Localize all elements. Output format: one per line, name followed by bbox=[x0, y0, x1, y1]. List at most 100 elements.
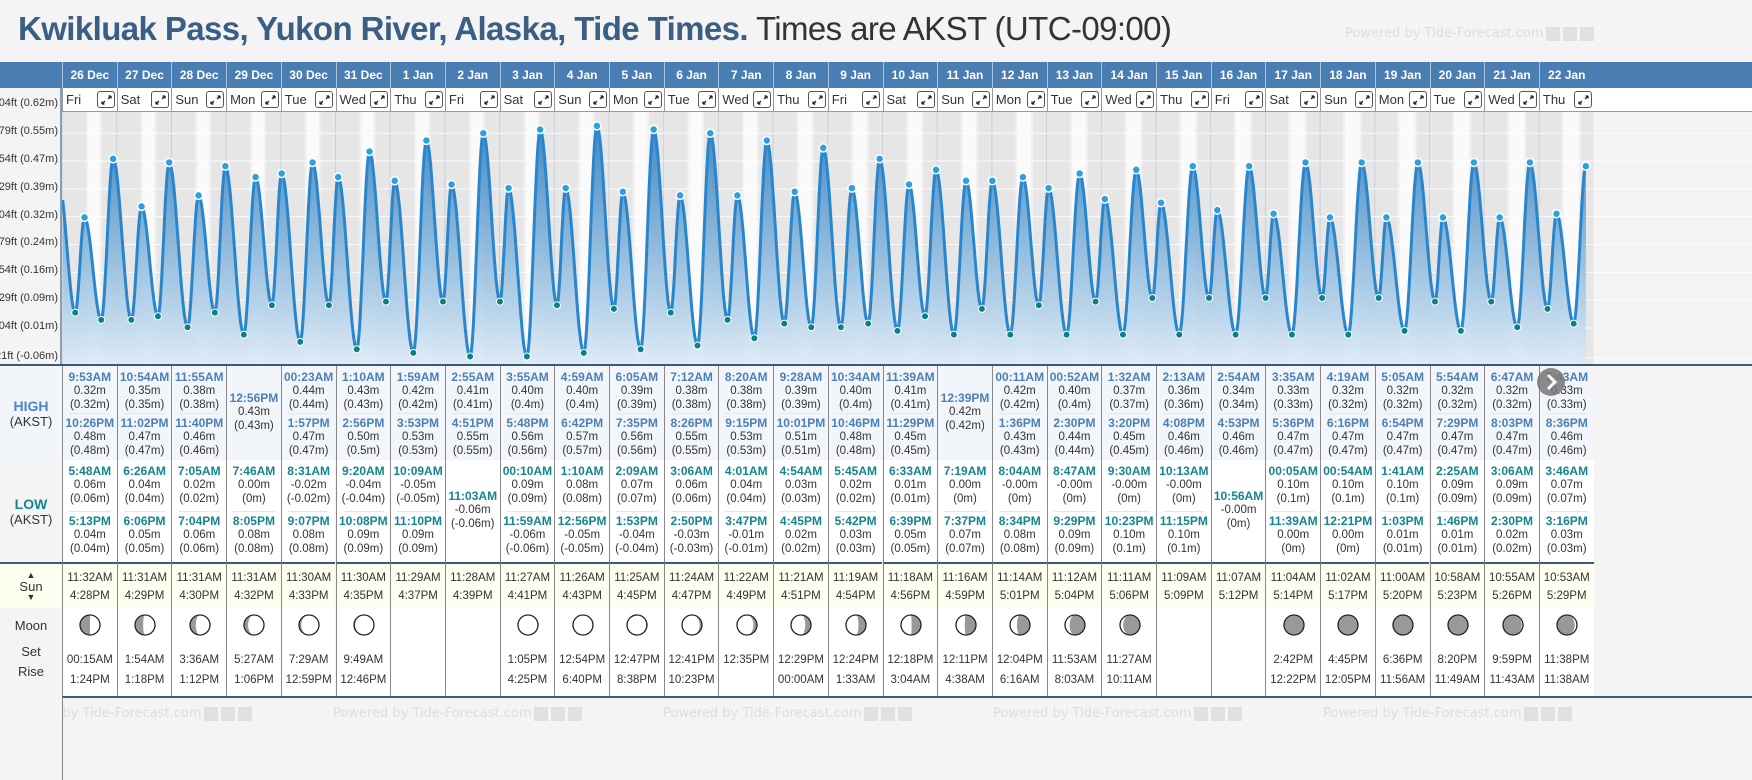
high-tide-point[interactable] bbox=[1074, 168, 1085, 179]
low-tide-point[interactable] bbox=[750, 334, 759, 343]
low-tide-point[interactable] bbox=[1344, 330, 1353, 339]
high-tide-point[interactable] bbox=[560, 183, 571, 193]
high-tide-point[interactable] bbox=[535, 124, 545, 135]
low-tide-point[interactable] bbox=[609, 304, 618, 313]
low-tide-point[interactable] bbox=[1062, 330, 1071, 339]
high-tide-point[interactable] bbox=[193, 190, 204, 201]
low-tide-point[interactable] bbox=[352, 345, 361, 354]
high-tide-point[interactable] bbox=[421, 135, 432, 146]
high-tide-point[interactable] bbox=[1156, 198, 1166, 208]
low-tide-point[interactable] bbox=[1231, 330, 1240, 339]
high-tide-point[interactable] bbox=[618, 187, 628, 197]
low-tide-point[interactable] bbox=[977, 304, 986, 313]
expand-day-button[interactable] bbox=[206, 91, 225, 108]
low-tide-point[interactable] bbox=[1148, 293, 1157, 302]
low-tide-point[interactable] bbox=[1175, 330, 1184, 339]
low-tide-point[interactable] bbox=[836, 323, 845, 332]
high-tide-point[interactable] bbox=[1356, 157, 1367, 168]
high-tide-point[interactable] bbox=[732, 190, 743, 201]
low-tide-point[interactable] bbox=[381, 297, 390, 306]
low-tide-point[interactable] bbox=[239, 330, 248, 339]
high-tide-point[interactable] bbox=[389, 176, 400, 186]
high-tide-point[interactable] bbox=[987, 176, 998, 186]
high-tide-point[interactable] bbox=[705, 128, 716, 138]
powered-by-footer[interactable]: Powered by Tide-Forecast.com bbox=[663, 706, 913, 721]
high-tide-point[interactable] bbox=[1381, 212, 1392, 223]
expand-day-button[interactable] bbox=[315, 91, 334, 108]
expand-day-button[interactable] bbox=[1245, 91, 1264, 108]
high-tide-point[interactable] bbox=[1325, 212, 1335, 223]
expand-day-button[interactable] bbox=[1300, 91, 1319, 108]
expand-day-button[interactable] bbox=[1135, 91, 1154, 108]
low-tide-point[interactable] bbox=[780, 319, 789, 328]
low-tide-point[interactable] bbox=[893, 326, 902, 335]
high-tide-point[interactable] bbox=[874, 154, 885, 164]
expand-day-button[interactable] bbox=[1573, 91, 1592, 108]
low-tide-point[interactable] bbox=[466, 352, 475, 361]
high-tide-point[interactable] bbox=[648, 124, 659, 135]
expand-day-button[interactable] bbox=[534, 91, 553, 108]
low-tide-point[interactable] bbox=[864, 319, 873, 328]
expand-day-button[interactable] bbox=[1518, 91, 1537, 108]
high-tide-point[interactable] bbox=[961, 176, 971, 186]
high-tide-point[interactable] bbox=[1244, 161, 1254, 171]
high-tide-point[interactable] bbox=[503, 183, 514, 193]
expand-day-button[interactable] bbox=[1081, 91, 1100, 108]
high-tide-point[interactable] bbox=[1188, 161, 1198, 171]
expand-day-button[interactable] bbox=[698, 91, 717, 108]
powered-by-footer[interactable]: Powered by Tide-Forecast.com bbox=[333, 706, 583, 721]
low-tide-point[interactable] bbox=[807, 323, 816, 332]
expand-day-button[interactable] bbox=[151, 91, 170, 108]
expand-day-button[interactable] bbox=[1354, 91, 1373, 108]
low-tide-point[interactable] bbox=[127, 315, 136, 324]
low-tide-point[interactable] bbox=[579, 348, 588, 357]
low-tide-point[interactable] bbox=[324, 301, 333, 310]
expand-day-button[interactable] bbox=[1409, 91, 1428, 108]
low-tide-point[interactable] bbox=[1204, 293, 1213, 302]
low-tide-point[interactable] bbox=[666, 308, 675, 317]
high-tide-point[interactable] bbox=[136, 201, 147, 212]
high-tide-point[interactable] bbox=[164, 157, 174, 168]
low-tide-point[interactable] bbox=[921, 312, 930, 321]
high-tide-point[interactable] bbox=[762, 135, 772, 146]
high-tide-point[interactable] bbox=[789, 187, 800, 197]
expand-day-button[interactable] bbox=[588, 91, 607, 108]
low-tide-point[interactable] bbox=[210, 308, 219, 317]
low-tide-point[interactable] bbox=[1513, 323, 1522, 332]
high-tide-point[interactable] bbox=[1043, 183, 1054, 193]
high-tide-point[interactable] bbox=[364, 146, 375, 157]
high-tide-point[interactable] bbox=[1525, 157, 1535, 168]
low-tide-point[interactable] bbox=[296, 337, 305, 346]
low-tide-point[interactable] bbox=[1543, 304, 1552, 313]
high-tide-point[interactable] bbox=[931, 165, 941, 175]
low-tide-point[interactable] bbox=[409, 348, 418, 357]
low-tide-point[interactable] bbox=[97, 315, 106, 324]
low-tide-point[interactable] bbox=[71, 308, 80, 317]
expand-day-button[interactable] bbox=[807, 91, 826, 108]
low-tide-point[interactable] bbox=[267, 301, 276, 310]
low-tide-point[interactable] bbox=[1287, 330, 1296, 339]
high-tide-point[interactable] bbox=[1268, 208, 1279, 219]
high-tide-point[interactable] bbox=[1018, 172, 1028, 182]
low-tide-point[interactable] bbox=[1400, 326, 1409, 335]
expand-day-button[interactable] bbox=[862, 91, 881, 108]
powered-by-footer[interactable]: Powered by Tide-Forecast.com bbox=[993, 706, 1243, 721]
high-tide-point[interactable] bbox=[1100, 194, 1110, 204]
low-tide-point[interactable] bbox=[693, 341, 702, 350]
expand-day-button[interactable] bbox=[753, 91, 772, 108]
powered-by-footer[interactable]: Powered by Tide-Forecast.com bbox=[63, 706, 253, 721]
high-tide-point[interactable] bbox=[250, 172, 261, 182]
high-tide-point[interactable] bbox=[478, 128, 489, 138]
expand-day-button[interactable] bbox=[643, 91, 662, 108]
expand-day-button[interactable] bbox=[917, 91, 936, 108]
high-tide-point[interactable] bbox=[220, 161, 231, 171]
low-tide-point[interactable] bbox=[949, 330, 958, 339]
low-tide-point[interactable] bbox=[636, 345, 645, 354]
high-tide-point[interactable] bbox=[108, 154, 118, 164]
high-tide-point[interactable] bbox=[1300, 157, 1311, 168]
low-tide-point[interactable] bbox=[522, 352, 531, 361]
low-tide-point[interactable] bbox=[1456, 326, 1465, 335]
expand-day-button[interactable] bbox=[96, 91, 115, 108]
low-tide-point[interactable] bbox=[183, 323, 192, 332]
low-tide-point[interactable] bbox=[439, 297, 448, 306]
